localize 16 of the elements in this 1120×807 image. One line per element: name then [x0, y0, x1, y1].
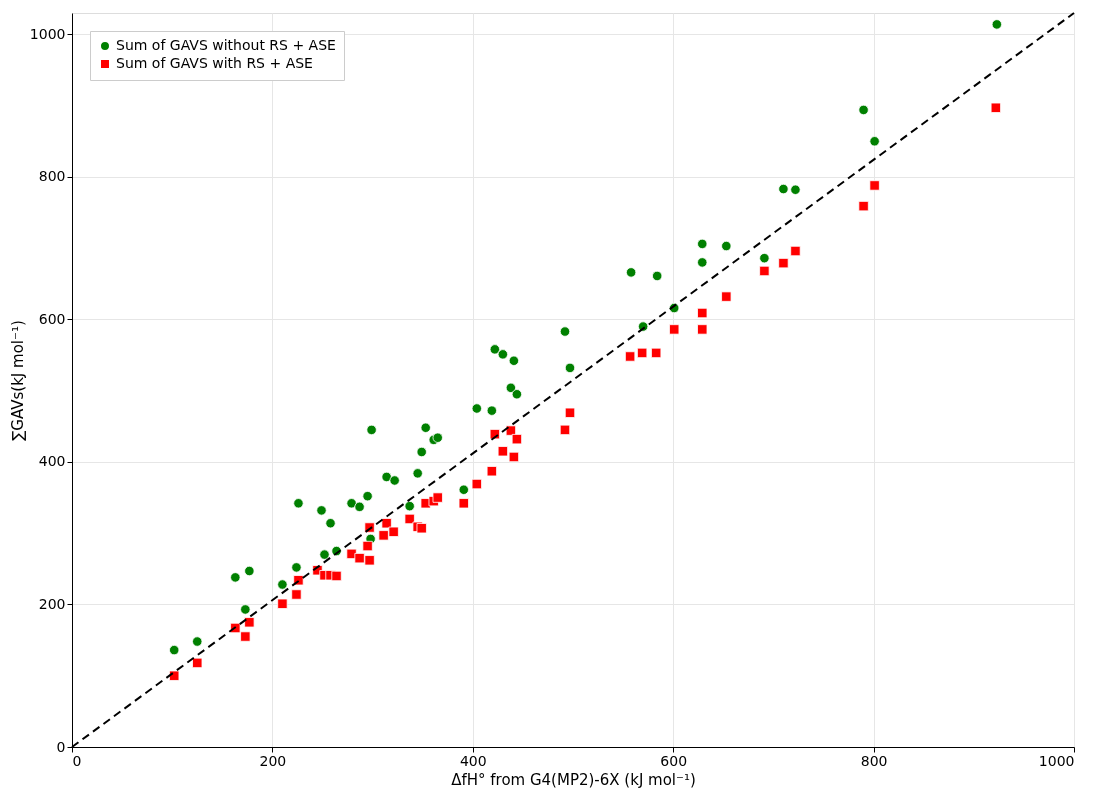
y-tick-label: 1000 — [29, 25, 66, 42]
legend-label: Sum of GAVS with RS + ASE — [116, 55, 313, 71]
legend-label: Sum of GAVS without RS + ASE — [116, 37, 336, 53]
y-tick-label: 200 — [38, 595, 66, 612]
y-tick-label: 800 — [38, 168, 66, 185]
x-tick-label: 200 — [259, 752, 287, 769]
x-tick-label: 1000 — [1038, 752, 1075, 769]
y-tick-label: 0 — [56, 738, 66, 755]
x-tick-label: 400 — [459, 752, 487, 769]
x-tick-label: 0 — [72, 752, 82, 769]
x-tick-label: 800 — [860, 752, 888, 769]
y-tick-label: 600 — [38, 310, 66, 327]
y-tick-label: 400 — [38, 453, 66, 470]
x-tick-label: 600 — [660, 752, 688, 769]
x-axis-title: ΔfH° from G4(MP2)-6X (kJ mol⁻¹) — [451, 770, 696, 789]
y-axis-title: ∑GAVs(kJ mol⁻¹) — [8, 320, 27, 441]
